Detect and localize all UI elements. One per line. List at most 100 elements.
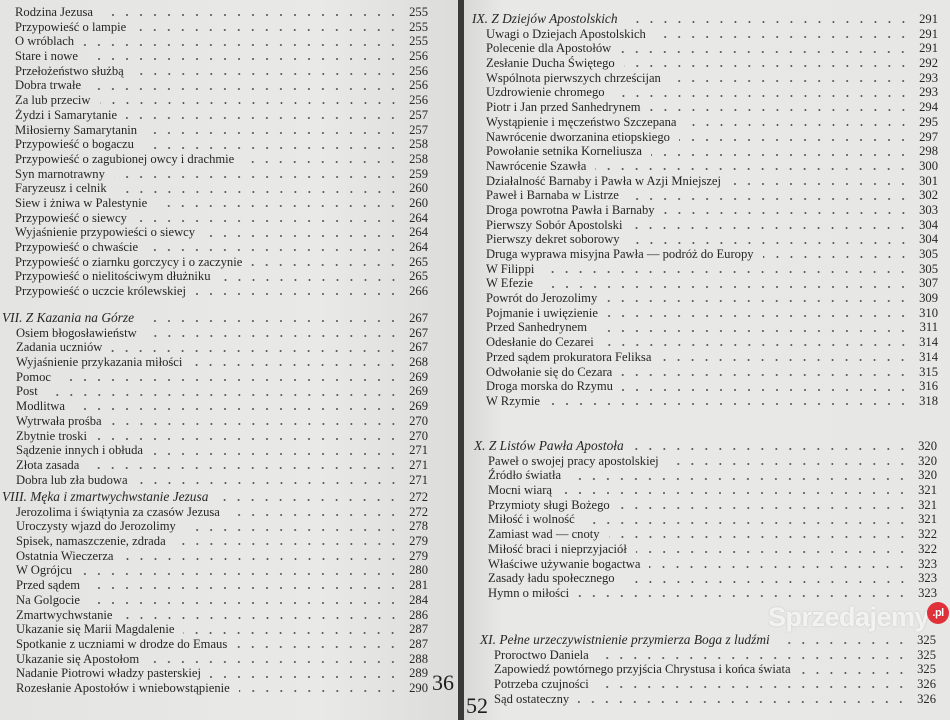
- entry-page-number: 256: [409, 78, 428, 93]
- entry-page-number: 321: [918, 483, 937, 498]
- dot-leader: [669, 80, 910, 83]
- entry-title: Pierwszy dekret soborowy: [486, 232, 620, 247]
- entry-page-number: 321: [918, 497, 937, 512]
- dot-leader: [667, 463, 909, 466]
- toc-entry: Modlitwa 269: [2, 399, 428, 414]
- entry-page-number: 257: [409, 107, 428, 122]
- entry-page-number: 288: [409, 651, 428, 666]
- chapter-heading: XI. Pełne urzeczywistnienie przymierza B…: [480, 632, 936, 648]
- entry-page-number: 271: [409, 443, 428, 458]
- entry-title: Proroctwo Daniela: [494, 647, 589, 662]
- chapter-heading: X. Z Listów Pawła Apostoła 320: [474, 438, 937, 454]
- entry-title: Ukazanie się Apostołom: [16, 651, 140, 666]
- entry-page-number: 281: [409, 578, 428, 593]
- toc-entry: W Filippi 305: [472, 262, 938, 277]
- entry-title: W Ogrójcu: [16, 563, 73, 578]
- toc-entry: Zadania uczniów 267: [2, 340, 428, 355]
- entry-page-number: 279: [409, 548, 428, 563]
- chapter-heading: IX. Z Dziejów Apostolskich 291: [472, 11, 938, 27]
- entry-title: Mocni wiarą: [488, 483, 552, 498]
- toc-entry: Nawrócenie dworzanina etiopskiego 297: [472, 130, 938, 145]
- dot-leader: [136, 481, 400, 484]
- toc-entry: Pomoc 269: [2, 370, 428, 385]
- dot-leader: [623, 580, 909, 583]
- entry-title: Dobra lub zła budowa: [16, 472, 128, 487]
- entry-page-number: 270: [409, 413, 428, 428]
- entry-page-number: 297: [919, 129, 938, 144]
- entry-title: VII. Z Kazania na Górze: [2, 310, 135, 325]
- toc-entry: Wyjaśnienie przykazania miłości 268: [2, 355, 428, 370]
- entry-title: W Rzymie: [486, 393, 540, 408]
- entry-title: Uroczysty wjazd do Jerozolimy: [16, 519, 176, 534]
- entry-page-number: 318: [919, 393, 938, 408]
- entry-page-number: 307: [919, 276, 938, 291]
- entry-page-number: 287: [409, 622, 428, 637]
- dot-leader: [628, 241, 910, 244]
- dot-leader: [602, 344, 910, 347]
- toc-entry: Przed sądem prokuratora Feliksa 314: [472, 350, 938, 365]
- dot-leader: [143, 320, 400, 323]
- toc-entry: Ukazanie się Apostołom 288: [2, 652, 428, 667]
- entry-title: Paweł i Barnaba w Listrze: [486, 188, 619, 203]
- dot-leader: [608, 536, 909, 539]
- entry-title: Sąd ostateczny: [494, 691, 570, 706]
- toc-entry: Działalność Barnaby i Pawła w Azji Mniej…: [472, 174, 938, 189]
- toc-entry: Faryzeusz i celnik 260: [15, 181, 428, 196]
- entry-title: Miłość i wolność: [488, 512, 575, 527]
- toc-entry: Zamiast wad — cnoty 322: [474, 527, 937, 542]
- entry-page-number: 310: [919, 305, 938, 320]
- entry-page-number: 270: [409, 428, 428, 443]
- entry-title: Za lub przeciw: [15, 93, 91, 108]
- dot-leader: [597, 657, 908, 660]
- entry-page-number: 325: [917, 633, 936, 647]
- toc-entry: Wyjaśnienie przypowieści o siewcy 264: [15, 225, 428, 240]
- chapter-heading: VII. Z Kazania na Górze 267: [2, 310, 428, 326]
- chapter-heading: VIII. Męka i zmartwychwstanie Jezusa 272: [2, 489, 428, 505]
- entry-page-number: 256: [409, 49, 428, 64]
- dot-leader: [251, 264, 400, 267]
- entry-page-number: 257: [409, 122, 428, 137]
- entry-page-number: 305: [919, 247, 938, 261]
- dot-leader: [102, 14, 400, 17]
- entry-page-number: 291: [919, 26, 938, 41]
- entry-title: W Filippi: [486, 261, 535, 276]
- entry-page-number: 267: [409, 340, 428, 355]
- toc-entry: Nadanie Piotrowi władzy pasterskiej 289: [2, 666, 428, 681]
- entry-title: Syn marnotrawny: [15, 166, 105, 181]
- dot-leader: [145, 335, 400, 338]
- dot-leader: [146, 131, 400, 134]
- entry-title: Ostatnia Wieczerza: [16, 548, 114, 563]
- toc-entry: Ukazanie się Marii Magdalenie 287: [2, 622, 428, 637]
- watermark-text: Sprzedajemy: [768, 602, 930, 632]
- toc-entry: Mocni wiarą 321: [474, 483, 937, 498]
- entry-page-number: 326: [917, 677, 936, 692]
- watermark-logo: Sprzedajemy .pl: [768, 602, 950, 632]
- entry-title: Droga powrotna Pawła i Barnaby: [486, 202, 655, 217]
- entry-page-number: 316: [919, 379, 938, 394]
- entry-title: Na Golgocie: [16, 592, 80, 607]
- toc-entry: Żydzi i Samarytanie 257: [15, 108, 428, 123]
- entry-page-number: 309: [919, 291, 938, 306]
- entry-page-number: 255: [409, 5, 428, 19]
- dot-leader: [621, 373, 910, 376]
- entry-title: Uzdrowienie chromego: [486, 85, 605, 100]
- toc-entry: Potrzeba czujności 326: [480, 677, 936, 692]
- entry-title: Powołanie setnika Korneliusza: [486, 144, 642, 159]
- dot-leader: [543, 271, 910, 274]
- toc-entry: Ostatnia Wieczerza 279: [2, 549, 428, 564]
- dot-leader: [236, 646, 400, 649]
- toc-entry: Paweł o swojej pracy apostolskiej 320: [474, 454, 937, 469]
- entry-page-number: 322: [918, 527, 937, 542]
- entry-title: Wspólnota pierwszych chrześcijan: [486, 70, 661, 85]
- dot-leader: [650, 153, 910, 156]
- entry-title: Przypowieść o siewcy: [15, 210, 127, 225]
- dot-leader: [135, 219, 400, 222]
- entry-page-number: 255: [409, 19, 428, 34]
- entry-title: Nawrócenie dworzanina etiopskiego: [486, 129, 670, 144]
- entry-title: Paweł o swojej pracy apostolskiej: [488, 453, 659, 468]
- entry-title: Wyjaśnienie przypowieści o siewcy: [15, 225, 196, 240]
- entry-title: O wróblach: [15, 34, 75, 49]
- toc-entry: W Rzymie 318: [472, 394, 938, 409]
- dot-leader: [678, 138, 910, 141]
- entry-page-number: 304: [919, 217, 938, 232]
